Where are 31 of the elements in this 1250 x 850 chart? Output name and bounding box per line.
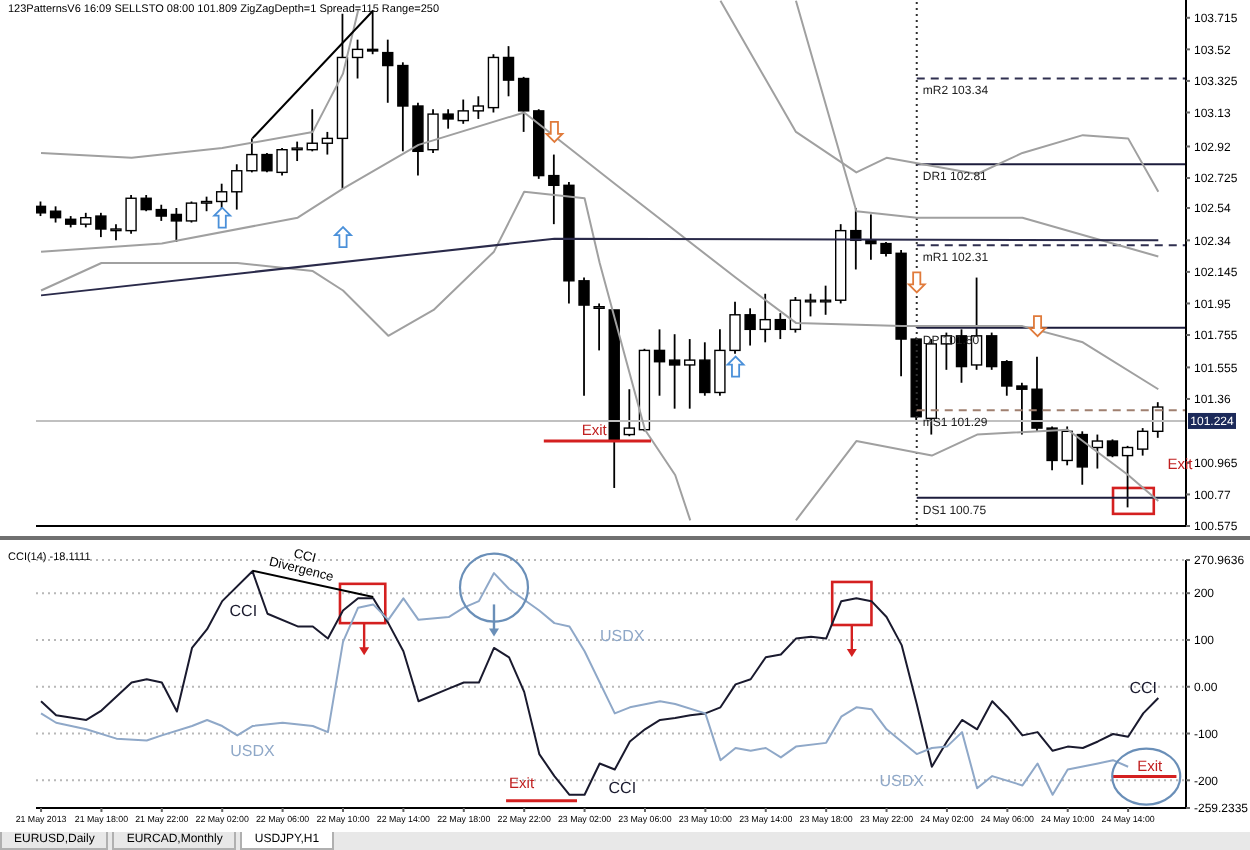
candlestick [321,131,334,156]
candlestick [170,207,183,243]
candlestick [1121,444,1134,509]
series-label: USDX [230,741,276,760]
candlestick [457,98,469,125]
text: USDX [600,627,645,646]
candlestick [1136,427,1149,457]
candlestick [653,328,666,397]
candlestick [804,292,817,318]
candlestick [472,95,485,120]
candlestick [1091,433,1104,470]
candlestick [517,75,530,133]
text: USDX [879,772,924,791]
candlestick [185,200,198,224]
candlestick [593,302,605,352]
candlestick [668,333,681,410]
candlestick [985,331,998,371]
candlestick [774,312,787,340]
series-label: CCI [1129,678,1157,697]
candlestick [623,388,636,438]
candlestick [351,38,364,80]
candlestick [231,163,243,211]
candlestick [1001,359,1013,397]
candlestick [502,45,515,98]
text: CCI [229,602,258,621]
text: CCI [608,779,637,798]
candlestick [819,284,832,316]
candlestick [1076,430,1088,486]
candlestick [684,338,696,410]
candlestick [382,38,394,104]
candlestick [759,292,771,344]
